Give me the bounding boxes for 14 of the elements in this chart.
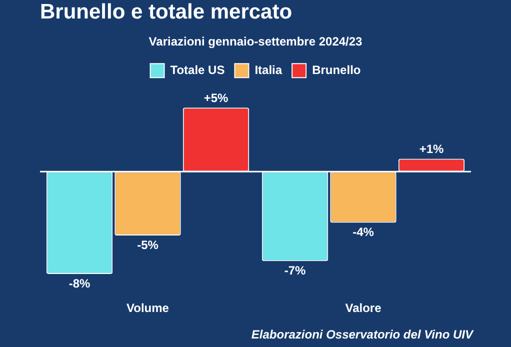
data-label: -8% xyxy=(68,276,91,290)
x-tick-label: Valore xyxy=(345,301,382,316)
text: Elaborazioni Osservatorio del Vino UIV xyxy=(251,327,474,342)
data-label: -7% xyxy=(284,263,306,278)
legend-label: Totale US xyxy=(170,62,225,77)
legend-label: Italia xyxy=(254,62,282,77)
chart-title: Brunello e totale mercato xyxy=(40,0,292,24)
data-label: -4% xyxy=(352,225,374,240)
legend-label: Brunello xyxy=(312,62,361,77)
data-label: +1% xyxy=(419,142,444,156)
x-tick-label: Volume xyxy=(126,301,170,316)
data-label: +5% xyxy=(204,90,228,105)
chart-subtitle: Variazioni gennaio-settembre 2024/23 xyxy=(148,34,363,49)
data-label: -5% xyxy=(137,238,159,252)
